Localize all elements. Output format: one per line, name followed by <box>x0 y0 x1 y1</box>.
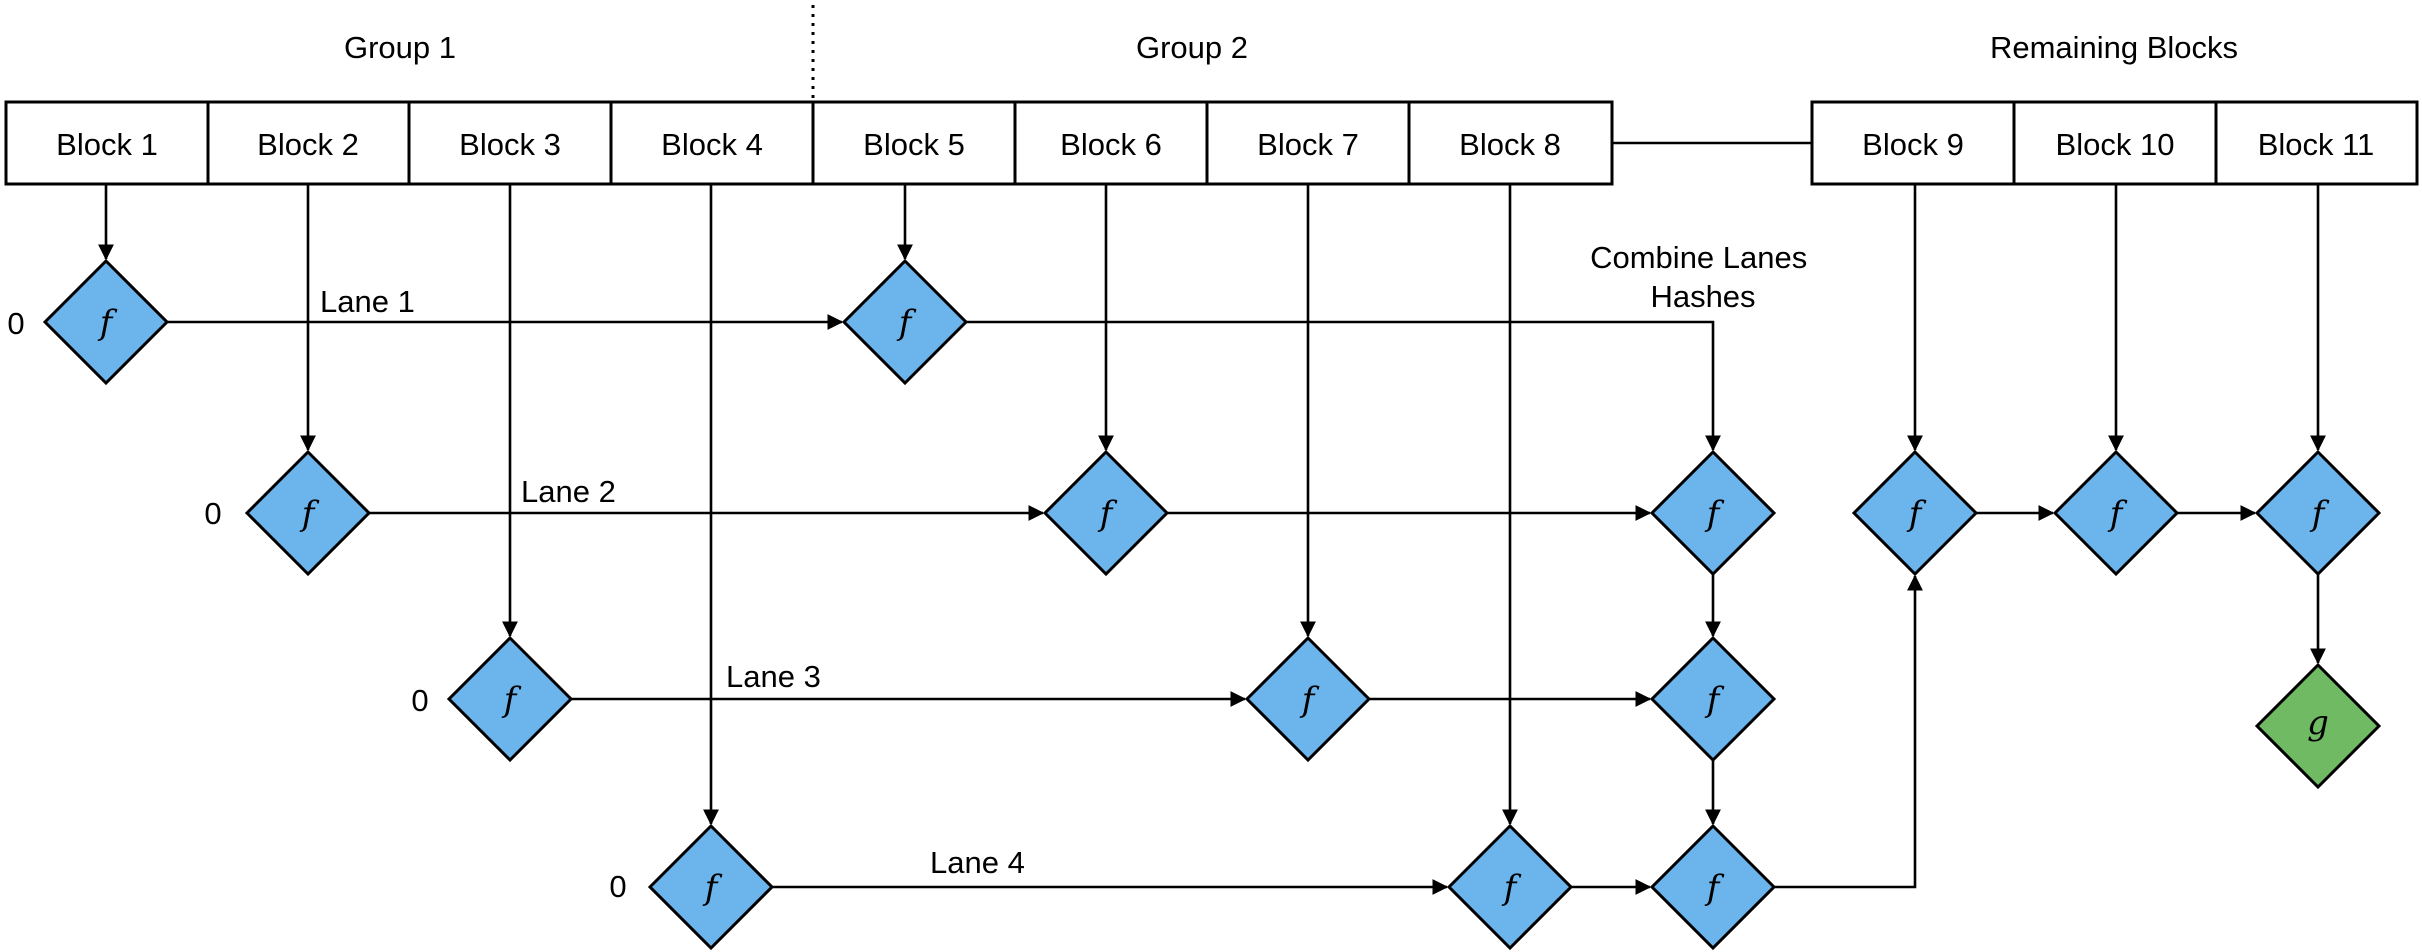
f-node-lane2-b: f <box>1042 449 1170 577</box>
f-node-lane1-b: f <box>841 258 969 386</box>
f-node-remaining-1: f <box>1851 449 1979 577</box>
f-node-remaining-2: f <box>2052 449 2180 577</box>
edge-lane1-b-to-combine-1 <box>966 320 1721 452</box>
block-4-label: Block 4 <box>661 127 763 162</box>
block-9-label: Block 9 <box>1862 127 1964 162</box>
g-node-final-label: g <box>2307 703 2329 743</box>
block-1-label: Block 1 <box>56 127 158 162</box>
block-7-label: Block 7 <box>1257 127 1359 162</box>
block-8-label: Block 8 <box>1459 127 1561 162</box>
f-node-remaining-3: f <box>2254 449 2382 577</box>
block-11-label: Block 11 <box>2258 127 2375 162</box>
group-2-label: Group 2 <box>1136 30 1248 65</box>
edges <box>98 184 2326 895</box>
combine-lanes-label-line-1: Combine Lanes <box>1590 240 1807 275</box>
f-node-combine-3: f <box>1649 823 1777 951</box>
remaining-blocks-label: Remaining Blocks <box>1990 30 2238 65</box>
edge-combine-3-to-remaining-1 <box>1774 574 1923 889</box>
block-6: Block 6 <box>1013 100 1209 186</box>
lane-4-initial-zero: 0 <box>609 869 626 904</box>
f-node-combine-2: f <box>1649 635 1777 763</box>
combine-lanes-label-line-2: Hashes <box>1650 279 1755 314</box>
f-node-lane1-a: f <box>42 258 170 386</box>
lane-3-initial-zero: 0 <box>411 683 428 718</box>
block-5-label: Block 5 <box>863 127 965 162</box>
lane-1-label: Lane 1 <box>320 284 415 319</box>
f-node-combine-1: f <box>1649 449 1777 577</box>
block-8: Block 8 <box>1407 100 1614 186</box>
lane-4-label: Lane 4 <box>930 845 1025 880</box>
f-node-lane4-a: f <box>647 823 775 951</box>
g-node-final: g <box>2254 662 2382 790</box>
combine-lanes-label: Combine Lanes Hashes <box>1590 240 1816 314</box>
lane-1-initial-zero: 0 <box>7 306 24 341</box>
lane-3-label: Lane 3 <box>726 659 821 694</box>
f-node-lane3-b: f <box>1244 635 1372 763</box>
block-6-label: Block 6 <box>1060 127 1162 162</box>
f-node-lane2-a: f <box>244 449 372 577</box>
group-1-label: Group 1 <box>344 30 456 65</box>
lane-2-label: Lane 2 <box>521 474 616 509</box>
block-2: Block 2 <box>206 100 411 186</box>
block-1: Block 1 <box>4 100 210 186</box>
f-node-lane4-b: f <box>1446 823 1574 951</box>
block-3-label: Block 3 <box>459 127 561 162</box>
block-11: Block 11 <box>2214 100 2419 186</box>
f-node-lane3-a: f <box>446 635 574 763</box>
nodes: f f f f f f f f <box>42 258 2382 951</box>
block-2-label: Block 2 <box>257 127 359 162</box>
block-10: Block 10 <box>2012 100 2218 186</box>
block-10-label: Block 10 <box>2056 127 2175 162</box>
block-5: Block 5 <box>811 100 1017 186</box>
block-9: Block 9 <box>1810 100 2016 186</box>
lane-2-initial-zero: 0 <box>204 496 221 531</box>
block-4: Block 4 <box>609 100 815 186</box>
block-3: Block 3 <box>407 100 613 186</box>
block-7: Block 7 <box>1205 100 1411 186</box>
